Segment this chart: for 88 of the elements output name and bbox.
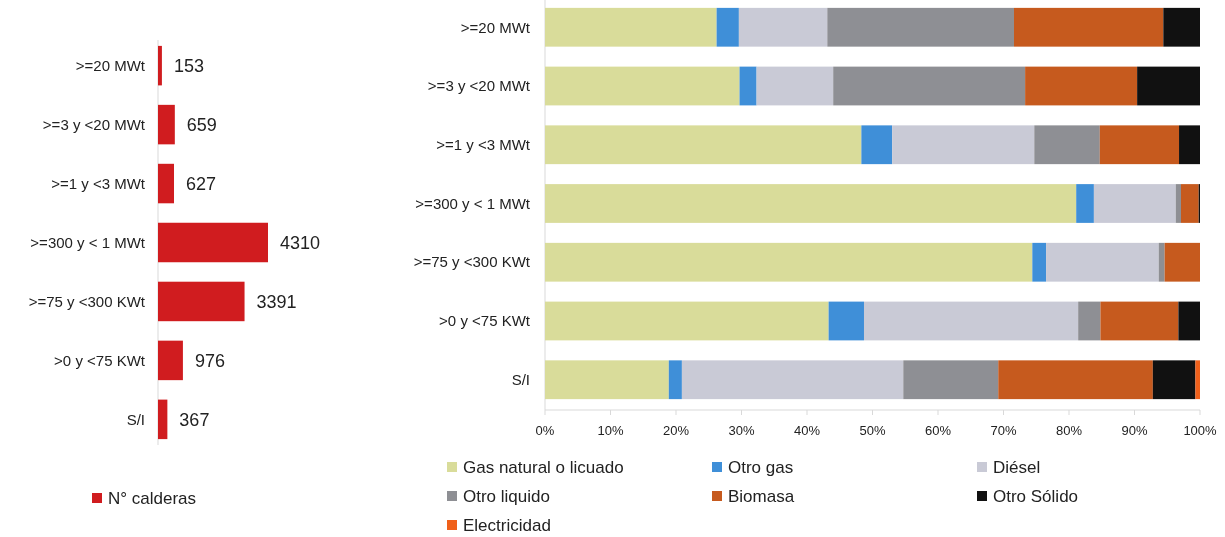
legend-label: Diésel <box>993 457 1041 477</box>
x-tick-label: 40% <box>793 422 821 438</box>
data-label: 659 <box>186 114 217 135</box>
bar <box>545 242 1033 282</box>
legend-label: Gas natural o licuado <box>463 457 624 477</box>
y-tick-label: >=300 y < 1 MWt <box>415 194 531 212</box>
y-tick-label: >=300 y < 1 MWt <box>30 233 146 251</box>
bar <box>863 301 1079 341</box>
legend-label: Otro gas <box>728 457 794 477</box>
bar <box>681 360 904 400</box>
x-tick-label: 20% <box>662 422 690 438</box>
bar <box>1013 7 1164 47</box>
bar <box>833 66 1026 106</box>
data-label: 153 <box>173 55 204 76</box>
bar <box>545 360 669 400</box>
bar <box>1100 301 1179 341</box>
bar <box>545 301 829 341</box>
x-tick-label: 10% <box>597 422 624 438</box>
legend-label: Biomasa <box>728 486 795 506</box>
bar <box>738 7 828 47</box>
bar <box>1078 301 1101 341</box>
bar <box>545 66 740 106</box>
y-tick-label: >=20 MWt <box>460 18 531 36</box>
bar <box>668 360 682 400</box>
y-tick-label: >=75 y <300 KWt <box>413 253 531 271</box>
x-tick-label: 90% <box>1121 422 1148 438</box>
bar <box>1032 242 1047 282</box>
y-tick-label: >=3 y <20 MWt <box>42 115 146 133</box>
y-tick-label: >0 y <75 KWt <box>439 312 531 330</box>
x-tick-label: 30% <box>728 422 755 438</box>
bar <box>545 7 717 47</box>
legend-label: N° calderas <box>108 488 197 508</box>
legend-label: Otro liquido <box>463 486 550 506</box>
bar <box>545 125 862 165</box>
x-tick-label: 80% <box>1055 422 1083 438</box>
bar <box>158 281 245 322</box>
bar <box>158 45 162 86</box>
bar <box>756 66 834 106</box>
bar <box>158 163 174 204</box>
bar <box>1158 242 1165 282</box>
bar <box>1137 66 1200 106</box>
y-tick-label: >=1 y <3 MWt <box>51 174 146 192</box>
x-tick-label: 100% <box>1183 422 1218 438</box>
bar <box>827 7 1014 47</box>
y-tick-label: >=75 y <300 KWt <box>28 292 146 310</box>
bar <box>1164 242 1200 282</box>
x-tick-label: 70% <box>990 422 1017 438</box>
data-label: 976 <box>194 350 225 371</box>
bar <box>158 222 268 263</box>
bar <box>158 399 168 440</box>
y-tick-label: >=1 y <3 MWt <box>436 136 531 153</box>
bar <box>1076 184 1094 223</box>
bar <box>1046 242 1159 282</box>
bar <box>1025 66 1138 106</box>
data-label: 3391 <box>256 291 297 312</box>
bar <box>1178 301 1201 341</box>
y-tick-label: >0 y <75 KWt <box>54 351 146 369</box>
x-tick-label: 50% <box>859 422 886 438</box>
x-tick-label: 0% <box>535 422 555 438</box>
bar <box>903 360 999 400</box>
data-label: 367 <box>179 409 210 430</box>
bar <box>1179 125 1200 165</box>
bar <box>998 360 1153 400</box>
y-tick-label: S/I <box>511 370 530 388</box>
bar <box>158 104 175 145</box>
legend-label: Otro Sólido <box>993 486 1079 506</box>
bar <box>1034 125 1100 165</box>
y-tick-label: >=3 y <20 MWt <box>427 77 531 95</box>
bar <box>716 7 739 47</box>
bar <box>739 66 757 106</box>
data-label: 627 <box>186 173 217 194</box>
bar <box>1093 184 1176 223</box>
bar <box>861 125 893 165</box>
y-tick-label: S/I <box>126 410 145 428</box>
bar <box>828 301 864 341</box>
bar <box>892 125 1035 165</box>
bar <box>1163 7 1200 47</box>
bar <box>545 184 1077 223</box>
bar <box>1181 184 1199 223</box>
bar <box>158 340 183 381</box>
bar <box>1099 125 1180 165</box>
y-tick-label: >=20 MWt <box>75 56 146 74</box>
bar <box>1175 184 1182 223</box>
legend-label: Electricidad <box>463 515 551 535</box>
bar <box>1152 360 1196 400</box>
data-label: 4310 <box>280 232 321 253</box>
x-tick-label: 60% <box>924 422 952 438</box>
bar <box>1195 360 1201 400</box>
